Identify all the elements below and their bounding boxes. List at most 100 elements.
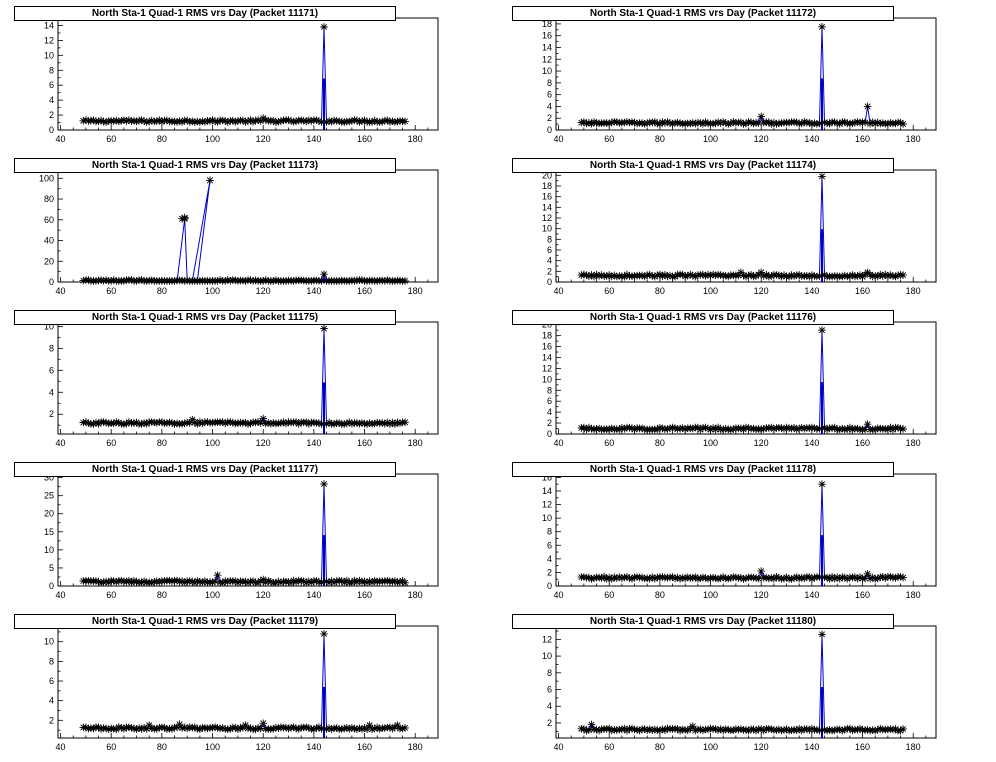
data-point	[239, 116, 247, 125]
data-point	[358, 117, 366, 125]
data-point	[866, 270, 874, 279]
data-point	[658, 118, 667, 126]
data-point	[886, 573, 895, 581]
data-point	[343, 724, 351, 732]
y-tick-label: 30	[44, 473, 54, 483]
data-point	[595, 424, 603, 433]
data-point	[699, 726, 707, 735]
data-point	[386, 118, 394, 126]
data-point	[651, 725, 659, 734]
data-point	[585, 119, 593, 127]
data-point	[772, 726, 781, 734]
y-tick-label: 4	[547, 554, 552, 564]
data-point	[668, 423, 677, 432]
data-point	[587, 271, 596, 279]
data-point	[122, 577, 131, 586]
data-point	[648, 573, 657, 581]
data-point	[135, 724, 143, 732]
data-point	[302, 418, 311, 426]
data-point	[348, 276, 356, 285]
data-point	[716, 574, 725, 582]
data-point	[747, 118, 755, 127]
data-point	[881, 574, 890, 582]
data-point	[246, 724, 255, 732]
data-point	[282, 419, 290, 428]
data-point	[269, 419, 278, 427]
data-point	[284, 116, 293, 124]
data-point	[125, 116, 133, 124]
data-point	[813, 120, 821, 128]
data-point	[175, 720, 184, 728]
data-point	[213, 277, 222, 285]
data-point	[661, 726, 669, 734]
x-tick-label: 40	[554, 590, 564, 600]
data-point	[120, 725, 128, 733]
data-point	[620, 573, 629, 582]
data-point	[158, 118, 166, 126]
data-point	[208, 116, 217, 124]
data-point	[130, 724, 138, 733]
data-point	[320, 480, 328, 488]
x-tick-label: 180	[906, 742, 921, 752]
data-point	[365, 577, 374, 586]
x-tick-label: 100	[205, 286, 220, 296]
data-point	[861, 425, 869, 434]
data-point	[147, 116, 156, 125]
data-point	[737, 118, 745, 127]
data-point	[886, 271, 895, 279]
chart-title: North Sta-1 Quad-1 RMS vrs Day (Packet 1…	[512, 310, 894, 325]
data-point	[82, 723, 90, 732]
data-point	[188, 577, 197, 586]
y-tick-label: 5	[49, 563, 54, 573]
data-point	[721, 119, 730, 127]
data-point	[742, 574, 750, 583]
data-point	[231, 577, 240, 585]
data-point	[191, 418, 199, 427]
data-point	[620, 425, 629, 433]
data-point	[102, 118, 110, 126]
data-point	[178, 724, 186, 732]
data-point	[656, 726, 664, 735]
data-point	[196, 118, 204, 126]
chart-svg: 40 60 80 100 120 140 160 180 2 4 6 8 10	[44, 625, 439, 752]
data-point	[147, 724, 156, 732]
x-tick-label: 100	[205, 742, 220, 752]
y-tick-label: 6	[547, 90, 552, 100]
y-tick-label: 10	[542, 66, 552, 76]
data-point	[99, 578, 108, 586]
data-point	[623, 573, 631, 581]
data-point	[261, 276, 270, 284]
data-point	[226, 277, 235, 285]
data-point	[808, 423, 816, 432]
data-point	[353, 578, 361, 586]
data-point	[317, 277, 326, 285]
data-point	[160, 723, 169, 732]
plot-frame	[555, 169, 937, 283]
data-point	[191, 118, 199, 126]
data-point	[112, 418, 121, 426]
data-point	[163, 419, 171, 427]
data-point	[719, 573, 727, 581]
data-point	[658, 573, 667, 581]
y-tick-label: 14	[542, 42, 552, 52]
data-point	[89, 724, 98, 733]
data-point	[701, 272, 710, 280]
data-point	[767, 574, 776, 582]
y-tick-label: 20	[542, 170, 552, 180]
data-point	[267, 420, 275, 428]
data-point	[884, 425, 892, 434]
data-point	[787, 424, 796, 433]
data-point	[109, 276, 118, 284]
series	[79, 23, 409, 130]
x-tick-label: 160	[357, 286, 372, 296]
series	[79, 324, 409, 434]
data-point	[104, 578, 113, 587]
data-point	[661, 119, 669, 127]
data-point	[871, 271, 879, 280]
data-point	[191, 723, 199, 732]
data-point	[618, 272, 626, 280]
y-tick-label: 0	[547, 429, 552, 439]
data-point	[312, 724, 321, 732]
